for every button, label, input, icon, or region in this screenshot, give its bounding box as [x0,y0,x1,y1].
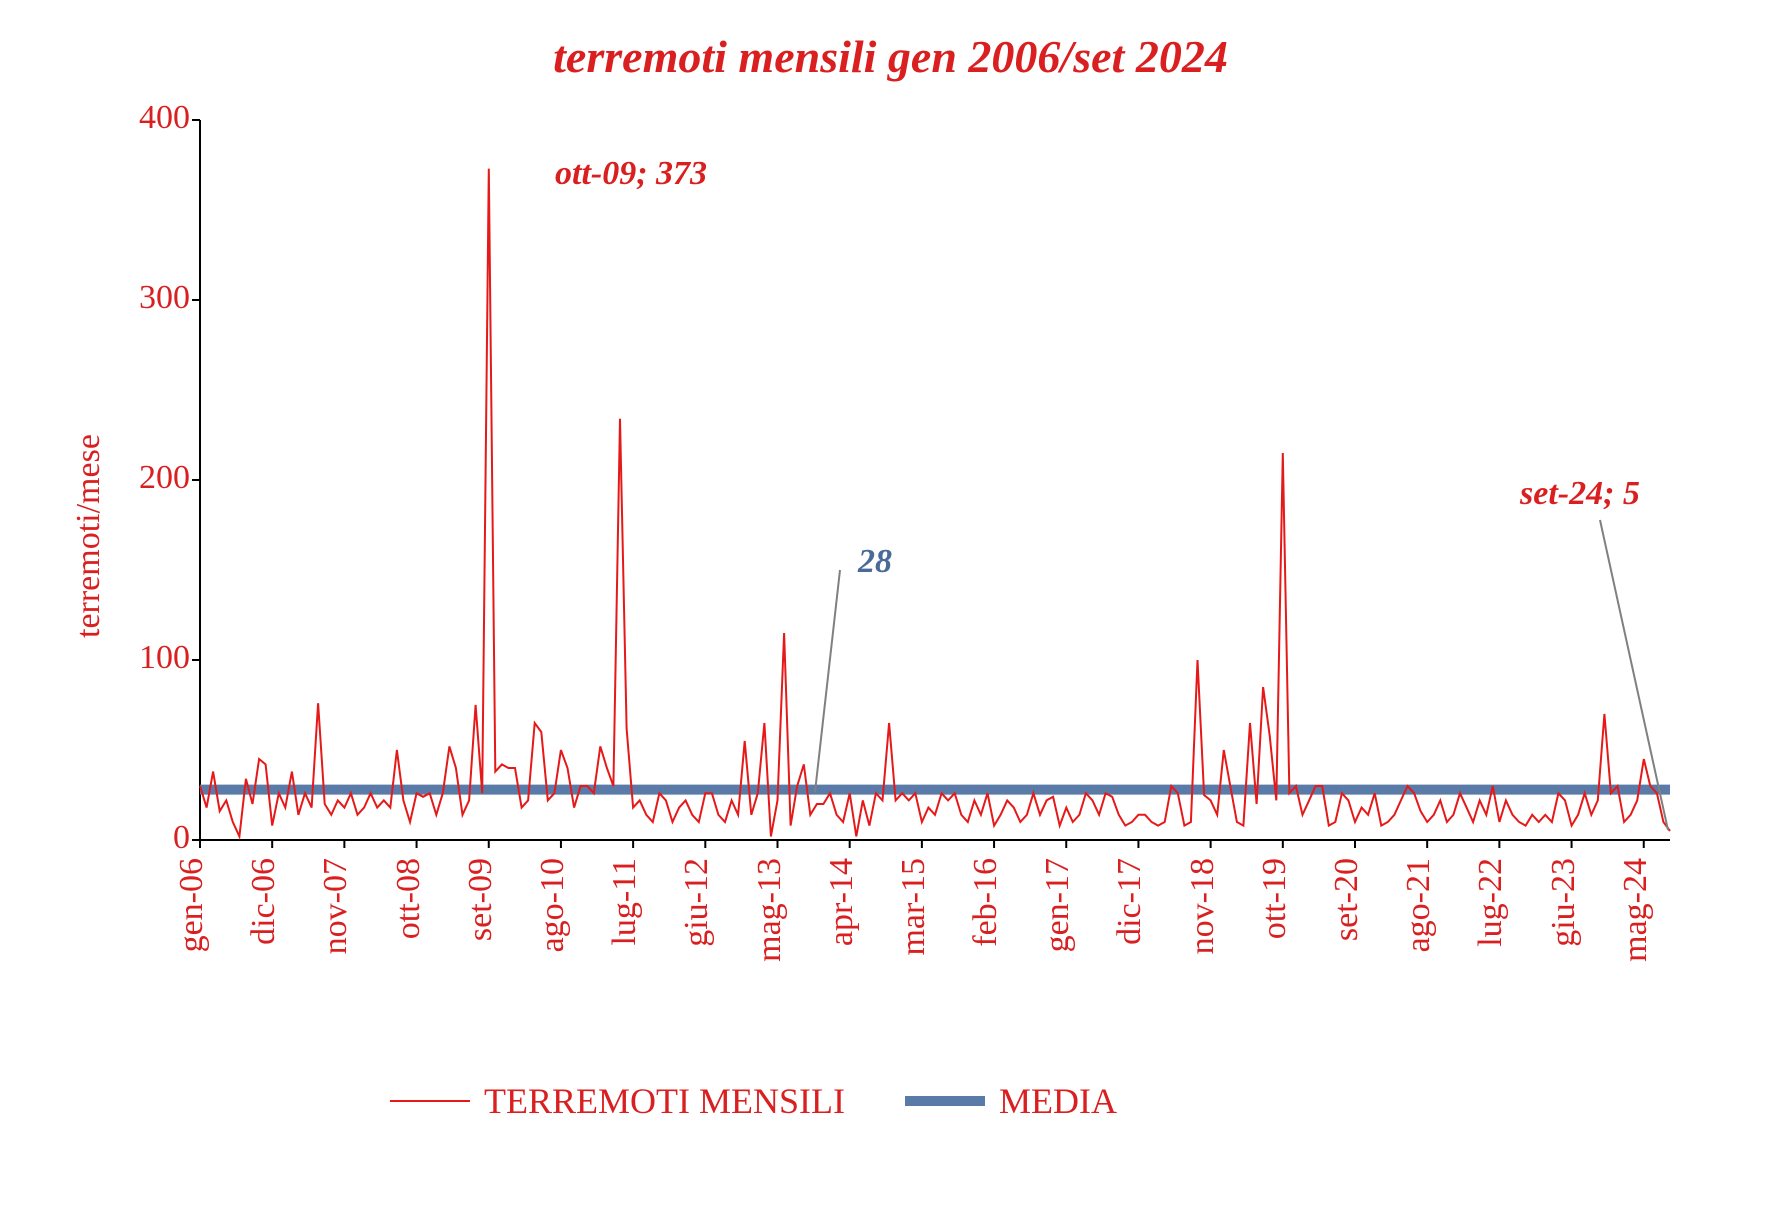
chart-annotation: ott-09; 373 [555,155,707,193]
chart-annotation: 28 [858,543,892,581]
chart-container: terremoti mensili gen 2006/set 2024 terr… [0,0,1781,1211]
legend-item: TERREMOTI MENSILI [390,1080,845,1122]
plot-area [0,0,1781,1211]
legend-item: MEDIA [905,1080,1117,1122]
terremoti-line [200,169,1670,837]
legend: TERREMOTI MENSILI MEDIA [390,1080,1117,1122]
chart-annotation: set-24; 5 [1520,475,1640,513]
legend-label: TERREMOTI MENSILI [484,1080,845,1122]
legend-swatch [905,1096,985,1106]
legend-label: MEDIA [999,1080,1117,1122]
legend-swatch [390,1100,470,1102]
